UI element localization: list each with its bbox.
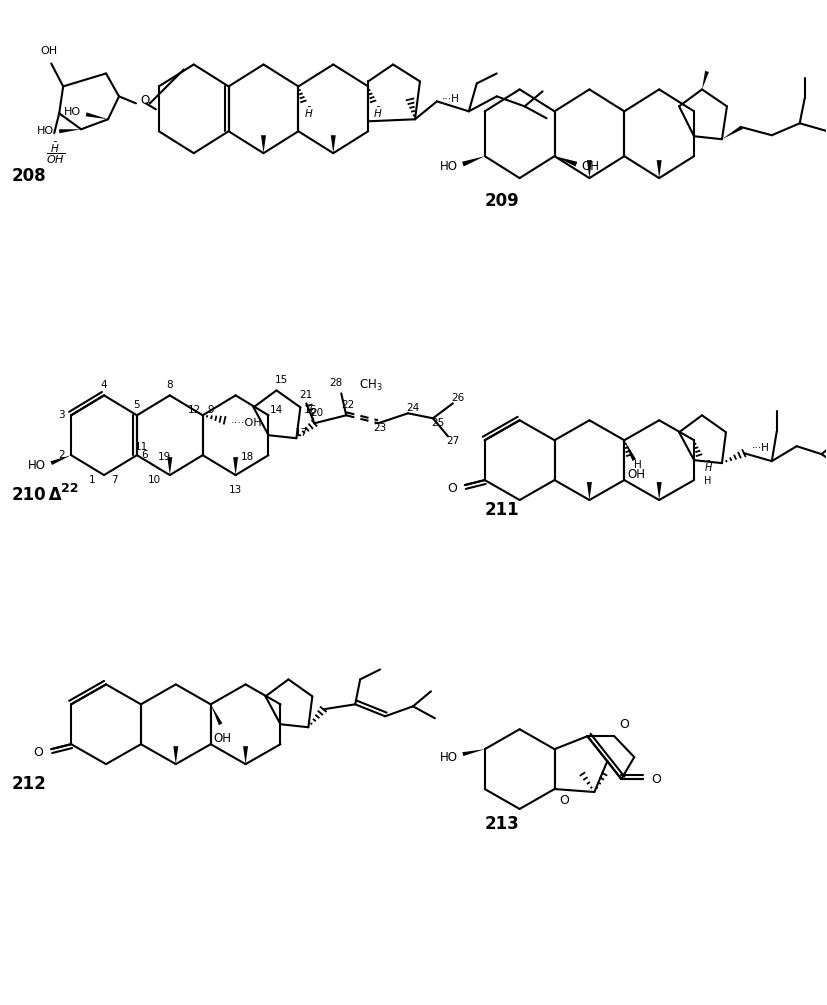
Text: 28: 28 <box>330 379 343 388</box>
Text: 5: 5 <box>134 400 141 410</box>
Polygon shape <box>624 440 636 461</box>
Polygon shape <box>462 156 485 167</box>
Text: $\overline{OH}$: $\overline{OH}$ <box>45 151 65 166</box>
Text: 20: 20 <box>310 408 323 418</box>
Text: 16: 16 <box>304 405 317 415</box>
Polygon shape <box>722 126 743 140</box>
Text: 11: 11 <box>136 442 149 452</box>
Text: 23: 23 <box>374 423 387 433</box>
Text: $\bar{H}$: $\bar{H}$ <box>304 107 313 121</box>
Text: 211: 211 <box>485 500 519 519</box>
Text: O: O <box>651 773 661 786</box>
Text: OH: OH <box>581 160 600 173</box>
Text: 22: 22 <box>61 481 79 494</box>
Polygon shape <box>555 156 577 167</box>
Text: 209: 209 <box>485 192 519 210</box>
Polygon shape <box>50 455 71 465</box>
Polygon shape <box>243 746 248 764</box>
Text: 1: 1 <box>88 475 95 485</box>
Polygon shape <box>59 130 81 134</box>
Text: ···H: ···H <box>752 443 770 453</box>
Polygon shape <box>587 482 592 500</box>
Text: O: O <box>619 719 629 732</box>
Polygon shape <box>587 160 592 178</box>
Text: 212: 212 <box>12 775 46 793</box>
Polygon shape <box>657 160 662 178</box>
Polygon shape <box>211 705 222 726</box>
Text: 7: 7 <box>111 475 117 485</box>
Text: 2: 2 <box>58 450 65 460</box>
Text: 8: 8 <box>166 381 173 390</box>
Text: H: H <box>634 460 642 470</box>
Text: 10: 10 <box>148 475 161 485</box>
Polygon shape <box>261 136 266 153</box>
Text: 9: 9 <box>208 405 214 415</box>
Text: 26: 26 <box>452 393 465 403</box>
Text: CH$_3$: CH$_3$ <box>359 378 383 393</box>
Text: O: O <box>140 93 149 107</box>
Text: 4: 4 <box>101 381 108 390</box>
Text: O: O <box>33 746 43 759</box>
Text: 213: 213 <box>485 815 519 833</box>
Text: 12: 12 <box>188 405 201 415</box>
Text: 13: 13 <box>229 485 242 495</box>
Polygon shape <box>174 746 179 764</box>
Text: 22: 22 <box>342 400 355 410</box>
Text: O: O <box>560 794 569 807</box>
Text: 208: 208 <box>12 167 46 185</box>
Text: OH: OH <box>41 45 58 55</box>
Text: 24: 24 <box>406 403 419 413</box>
Text: HO: HO <box>28 458 46 471</box>
Polygon shape <box>331 136 336 153</box>
Text: HO: HO <box>37 127 55 137</box>
Polygon shape <box>702 71 709 89</box>
Text: 27: 27 <box>447 436 460 446</box>
Text: OH: OH <box>627 468 645 481</box>
Text: $\bar{H}$: $\bar{H}$ <box>50 142 60 156</box>
Polygon shape <box>86 113 108 120</box>
Text: ···H: ···H <box>442 94 460 105</box>
Text: HO: HO <box>440 160 458 173</box>
Text: OH: OH <box>213 733 232 746</box>
Polygon shape <box>233 457 238 475</box>
Text: 25: 25 <box>432 418 445 428</box>
Text: 21: 21 <box>299 390 313 400</box>
Text: ····OH: ····OH <box>231 418 262 428</box>
Text: $\bar{H}$: $\bar{H}$ <box>373 107 383 121</box>
Text: 6: 6 <box>141 450 148 460</box>
Text: 210: 210 <box>12 486 46 505</box>
Polygon shape <box>167 457 172 475</box>
Text: HO: HO <box>64 108 81 118</box>
Text: 18: 18 <box>241 452 254 462</box>
Text: 14: 14 <box>270 405 283 415</box>
Text: 3: 3 <box>58 410 65 420</box>
Text: HO: HO <box>440 751 458 764</box>
Text: 17: 17 <box>294 428 308 438</box>
Polygon shape <box>462 749 485 756</box>
Text: $\bar{H}$
H: $\bar{H}$ H <box>704 460 713 485</box>
Polygon shape <box>657 482 662 500</box>
Text: 15: 15 <box>275 376 288 385</box>
Text: O: O <box>447 481 457 494</box>
Text: Δ: Δ <box>43 486 62 505</box>
Text: 19: 19 <box>158 452 171 462</box>
